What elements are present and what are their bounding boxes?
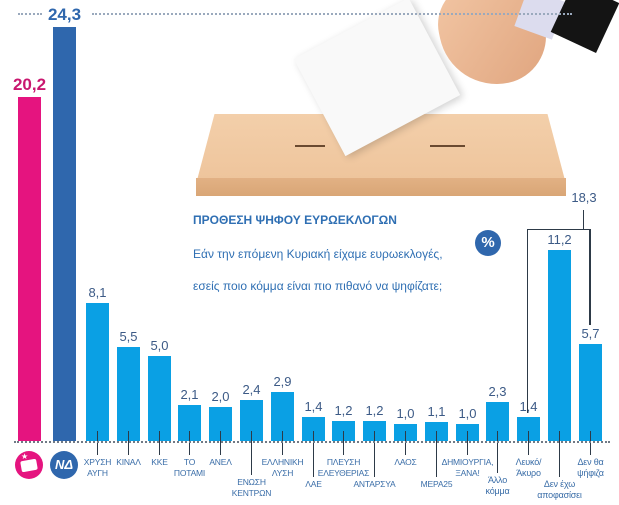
bar [117,347,140,441]
category-label: ΜΕΡΑ25 [420,479,453,489]
bar-value-label: 2,9 [273,374,292,389]
bar-value-label: 1,0 [458,406,477,421]
syriza-logo-icon: ★ [15,451,43,479]
category-label: ΧΡΥΣΗ ΑΥΓΗ [83,457,112,478]
category-label: Δεν έχω αποφασίσει [537,479,582,500]
label-leader-line [97,431,98,455]
label-leader-line [128,431,129,455]
bracket-total-label: 18,3 [571,190,597,205]
bracket-left [527,229,591,413]
chart-heading: ΠΡΟΘΕΣΗ ΨΗΦΟΥ ΕΥΡΩΕΚΛΟΓΩΝ Εάν την επόμεν… [193,213,443,294]
bar [18,97,41,441]
label-leader-line [343,431,344,455]
bar [53,27,76,441]
bar-value-label: 1,1 [427,404,446,419]
category-label: ΚΚΕ [151,457,168,467]
baseline [14,441,610,443]
label-leader-line [559,431,560,477]
bar-value-label: 24,3 [47,5,82,24]
bar [148,356,171,441]
ballot-box-front [196,178,566,196]
label-leader-line [374,431,375,477]
bar-value-label: 2,3 [488,384,507,399]
label-leader-line [590,431,591,455]
bar-value-label: 1,4 [304,399,323,414]
bar [271,392,294,441]
bar-value-label: 5,7 [581,326,600,341]
bar [486,402,509,441]
bar [209,407,232,441]
category-label: ΕΛΛΗΝΙΚΗ ΛΥΣΗ [261,457,304,478]
subtitle-line-2: εσείς ποιο κόμμα είναι πιο πιθανό να ψηφ… [193,279,443,293]
category-label: ΕΝΩΣΗ ΚΕΝΤΡΩΝ [231,477,272,498]
category-label: ΛΑΟΣ [394,457,417,467]
label-leader-line [159,431,160,455]
label-leader-line [405,431,406,455]
label-leader-line [251,431,252,475]
subtitle-line-1: Εάν την επόμενη Κυριακή είχαμε ευρωεκλογ… [193,247,443,261]
category-label: ΠΛΕΥΣΗ ΕΛΕΥΘΕΡΙΑΣ [317,457,370,478]
bar [579,344,602,441]
bar-value-label: 2,4 [242,382,261,397]
bar [240,400,263,441]
bar-value-label: 1,4 [519,399,538,414]
nd-logo-icon: ΝΔ [50,451,78,479]
percent-badge-icon: % [475,230,501,256]
category-label: ΑΝΕΛ [209,457,232,467]
label-leader-line [528,431,529,455]
bar-value-label: 20,2 [12,75,47,94]
bar [517,417,540,441]
label-leader-line [436,431,437,477]
bar [178,405,201,441]
label-leader-line [313,431,314,477]
category-label: ΚΙΝΑΛ [116,457,141,467]
label-leader-line [282,431,283,455]
label-leader-line [220,431,221,455]
category-label: Άλλο κόμμα [485,475,510,496]
bar [548,250,571,441]
category-label: Λευκό/ Άκυρο [515,457,542,478]
reference-line-left [18,13,42,15]
reference-line-right [92,13,572,15]
category-label: ΔΗΜΙΟΥΡΓΙΑ, ΞΑΝΑ! [441,457,494,478]
category-label: ΤΟ ΠΟΤΑΜΙ [173,457,206,478]
category-label: Δεν θα ψήφιζα [577,457,604,478]
bar-value-label: 1,2 [365,403,384,418]
label-leader-line [497,431,498,473]
bar-value-label: 5,5 [119,329,138,344]
chart-subtitle: Εάν την επόμενη Κυριακή είχαμε ευρωεκλογ… [193,230,443,294]
ballot-slot-left [295,145,325,147]
category-label: ΑΝΤΑΡΣΥΑ [353,479,396,489]
label-leader-line [467,431,468,455]
bar-value-label: 2,0 [211,389,230,404]
bracket-stem [583,210,584,229]
bar-value-label: 5,0 [150,338,169,353]
suit-sleeve-image [550,0,619,53]
chart-title: ΠΡΟΘΕΣΗ ΨΗΦΟΥ ΕΥΡΩΕΚΛΟΓΩΝ [193,213,397,227]
bracket-right [589,229,591,325]
bar-value-label: 1,2 [334,403,353,418]
ballot-slot-right [430,145,465,147]
bar-value-label: 1,0 [396,406,415,421]
bar-value-label: 2,1 [180,387,199,402]
label-leader-line [189,431,190,455]
bar [86,303,109,441]
category-label: ΛΑΕ [305,479,322,489]
bar-value-label: 8,1 [88,285,107,300]
bar-value-label: 11,2 [547,232,572,247]
bar [302,417,325,441]
